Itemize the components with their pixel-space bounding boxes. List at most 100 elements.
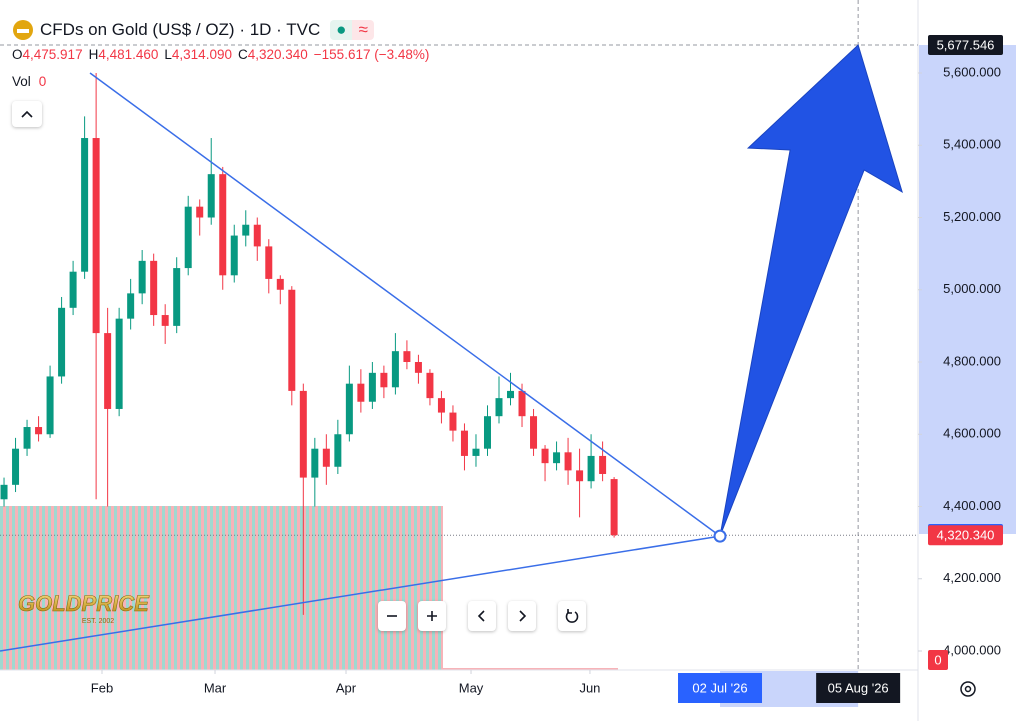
candle-body xyxy=(58,307,66,377)
candle-body xyxy=(196,206,204,218)
candle-body xyxy=(530,416,538,449)
candle-body xyxy=(104,333,112,409)
candle-body xyxy=(322,448,330,467)
candle-body xyxy=(207,174,215,218)
candle-body xyxy=(35,427,43,435)
price-range-highlight xyxy=(919,44,1016,534)
ohlc-label: O xyxy=(12,47,23,62)
x-tick-label: Jun xyxy=(579,680,600,695)
x-tick-label: Apr xyxy=(336,680,357,695)
candle-body xyxy=(299,390,307,478)
ohlc-value: 4,475.917 xyxy=(22,47,83,62)
candle-body xyxy=(564,452,572,471)
date-label-box xyxy=(816,673,901,703)
candle-body xyxy=(460,430,468,456)
watermark-name: GOLDPRICE xyxy=(18,591,150,616)
candle-body xyxy=(576,470,584,482)
arrow xyxy=(719,44,903,537)
candle-body xyxy=(161,315,169,326)
candle-body xyxy=(334,434,342,467)
candle-body xyxy=(230,235,238,276)
anchor-point xyxy=(713,529,727,543)
price-label: 5,677.546 xyxy=(937,37,995,52)
candle-body xyxy=(483,416,491,449)
candle-body xyxy=(368,372,376,402)
ohlc-value: 4,320.340 xyxy=(247,47,308,62)
candle-body xyxy=(92,138,100,334)
candle-body xyxy=(357,383,365,402)
candle-body xyxy=(437,398,445,413)
candle-body xyxy=(507,390,515,399)
volume-row: Vol 0 xyxy=(12,74,52,89)
candle-body xyxy=(265,246,273,279)
volume-value: 0 xyxy=(38,74,47,89)
candle-body xyxy=(138,260,146,294)
candle-body xyxy=(403,351,411,363)
candle-body xyxy=(449,412,457,431)
watermark: GOLDPRICE EST. 2002 xyxy=(18,591,151,625)
candle-body xyxy=(253,224,261,247)
price-label-box xyxy=(928,525,1003,546)
candle-body xyxy=(472,448,480,456)
trendline xyxy=(0,535,721,652)
ohlc-label: L xyxy=(164,47,172,62)
candle-body xyxy=(599,455,607,474)
zoom-in-button[interactable] xyxy=(418,601,446,631)
trendline xyxy=(89,72,721,537)
chart-title: CFDs on Gold (US$ / OZ) · 1D · TVC xyxy=(40,20,321,39)
y-tick-label: 4,200.000 xyxy=(943,570,1001,585)
candle-body xyxy=(311,448,319,478)
y-tick-label: 5,400.000 xyxy=(943,137,1001,152)
candle-body xyxy=(391,351,399,388)
candle-body xyxy=(46,376,54,435)
y-tick-label: 4,000.000 xyxy=(943,642,1001,657)
candle-body xyxy=(610,479,618,536)
scroll-right-button[interactable] xyxy=(508,601,536,631)
candle-body xyxy=(414,362,422,373)
y-tick-label: 4,800.000 xyxy=(943,353,1001,368)
candle-body xyxy=(23,427,31,449)
candle-body xyxy=(380,372,388,388)
scroll-left-button[interactable] xyxy=(468,601,496,631)
candle-body xyxy=(150,260,158,316)
candle-body xyxy=(495,398,503,417)
volume-title: Vol xyxy=(12,74,31,89)
candle-body xyxy=(184,206,192,269)
candle-body xyxy=(426,372,434,399)
candle-body xyxy=(127,293,135,319)
ohlc-change: −155.617 (−3.48%) xyxy=(313,47,430,62)
candle-body xyxy=(288,289,296,391)
y-tick-label: 5,200.000 xyxy=(943,209,1001,224)
settings-icon[interactable] xyxy=(960,681,976,697)
candle-body xyxy=(219,174,227,276)
candle-body xyxy=(587,455,595,482)
candle-body xyxy=(553,452,561,464)
candle-body xyxy=(173,268,181,326)
candle-body xyxy=(518,390,526,417)
candle-body xyxy=(541,448,549,464)
candle-body xyxy=(81,138,89,272)
candle-body xyxy=(12,448,20,485)
date-label: 05 Aug '26 xyxy=(828,680,889,695)
date-label-box xyxy=(678,673,763,703)
candle-body xyxy=(242,224,250,236)
price-label: 4,320.340 xyxy=(937,528,995,543)
zoom-out-button[interactable] xyxy=(378,601,406,631)
reset-button[interactable] xyxy=(558,601,586,631)
candle-body xyxy=(345,383,353,435)
candle-body xyxy=(69,271,77,308)
ohlc-value: 4,314.090 xyxy=(171,47,232,62)
x-tick-label: Feb xyxy=(91,680,113,695)
ohlc-label: H xyxy=(88,47,99,62)
price-label-box xyxy=(928,34,1003,55)
status-badge[interactable]: ● ≈ xyxy=(330,20,375,40)
y-tick-label: 4,600.000 xyxy=(943,426,1001,441)
collapse-button[interactable] xyxy=(12,101,42,127)
volume-strip xyxy=(443,668,618,670)
ohlc-row: O 4,475.917 H 4,481.460 L 4,314.090 C 4,320.340… xyxy=(12,47,435,62)
candle-body xyxy=(276,278,284,290)
y-tick-label: 4,400.000 xyxy=(943,498,1001,513)
ohlc-label: C xyxy=(237,47,248,62)
